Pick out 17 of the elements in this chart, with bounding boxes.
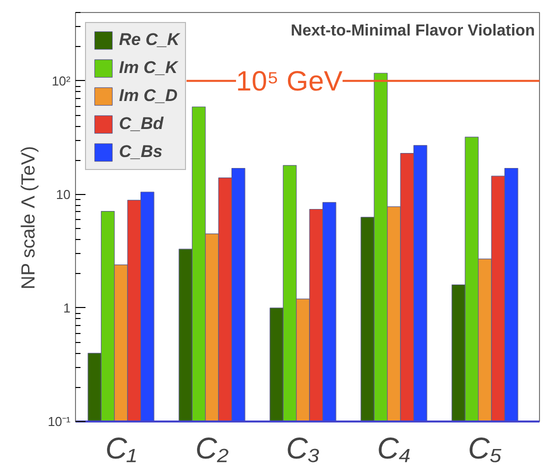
y-tick-label: 10⁻¹: [48, 414, 72, 429]
legend-label: C_Bd: [119, 114, 164, 134]
x-tick-label: C₅: [468, 432, 502, 466]
text: Next-to-Minimal Flavor Violation: [290, 22, 535, 40]
legend-label: Im C_K: [119, 58, 178, 78]
legend-label: Im C_D: [119, 86, 178, 106]
x-tick-label: C₁: [105, 432, 137, 466]
y-tick-label: 10: [56, 186, 71, 202]
x-tick-label: C₂: [195, 432, 230, 466]
y-tick-label: 10²: [52, 73, 72, 88]
x-tick-label: C₃: [286, 432, 320, 466]
y-tick-label: 1: [63, 300, 71, 316]
legend-label: C_Bs: [119, 142, 162, 162]
x-tick-label: C₄: [377, 432, 411, 466]
y-axis-title: NP scale Λ (TeV): [18, 146, 40, 290]
legend-label: Re C_K: [119, 30, 180, 50]
ref-line-label: 10⁵ GeV: [236, 65, 343, 96]
